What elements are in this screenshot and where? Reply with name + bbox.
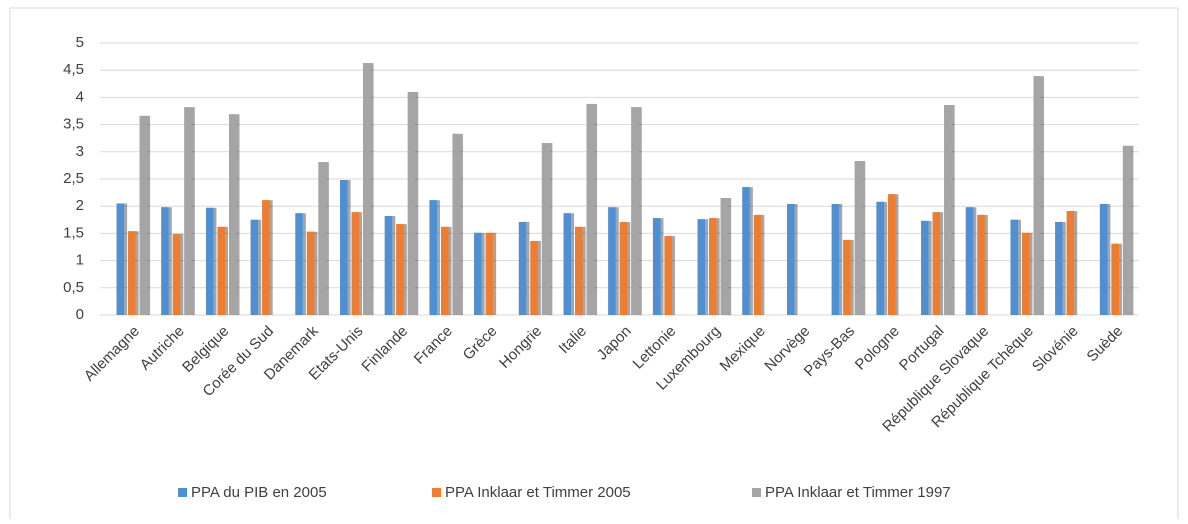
y-tick-label: 2 <box>76 197 84 214</box>
bar-face <box>541 143 550 315</box>
bar-face <box>965 207 974 315</box>
bar-face <box>1033 76 1041 316</box>
legend-swatch <box>178 488 187 497</box>
legend-label: PPA Inklaar et Timmer 2005 <box>445 484 631 501</box>
bar-face <box>753 214 762 315</box>
y-tick-label: 2,5 <box>63 170 84 187</box>
bar-face <box>1010 219 1018 315</box>
bar-face <box>575 226 583 315</box>
bar-face <box>474 232 482 315</box>
legend-label: PPA Inklaar et Timmer 1997 <box>765 484 951 501</box>
y-tick-label: 3,5 <box>63 116 84 133</box>
bar-face <box>608 207 616 315</box>
y-tick-label: 0 <box>76 306 84 323</box>
y-tick-label: 0,5 <box>63 279 84 296</box>
bar-face <box>384 215 393 315</box>
bar-face <box>407 91 416 316</box>
bar-face <box>586 103 594 315</box>
bar-face <box>921 220 929 315</box>
legend-swatch <box>752 488 761 497</box>
y-tick-label: 1,5 <box>63 224 84 241</box>
bar-face <box>250 219 259 315</box>
bar-face <box>887 194 896 315</box>
bar-face <box>184 107 192 315</box>
bar-face <box>161 207 169 315</box>
bar-face <box>116 203 124 315</box>
bar-face <box>631 107 639 315</box>
bar-face <box>518 221 527 315</box>
bar-face <box>318 162 326 315</box>
bar-face <box>306 231 315 315</box>
bar-face <box>172 233 181 315</box>
y-tick-label: 4 <box>76 88 84 105</box>
bar-face <box>944 105 952 316</box>
bar-face <box>295 213 303 315</box>
bar-face <box>664 236 672 315</box>
legend-swatch <box>432 488 441 497</box>
bar-face <box>1099 204 1108 315</box>
bar-face <box>452 133 460 315</box>
bar-face <box>205 207 214 315</box>
bar-face <box>854 161 863 315</box>
bar-face <box>742 187 750 315</box>
bar-face <box>429 200 437 315</box>
bar-face <box>1022 232 1030 315</box>
bar-face <box>351 212 359 315</box>
bar-face <box>485 232 494 315</box>
y-tick-label: 1 <box>76 252 84 269</box>
bar-face <box>363 63 371 316</box>
bar-face <box>530 241 538 315</box>
bar-face <box>697 219 705 315</box>
bar-face <box>709 218 717 315</box>
bar-face <box>1122 145 1131 315</box>
bar-face <box>262 200 270 315</box>
y-tick-label: 4,5 <box>63 61 84 78</box>
bar-face <box>217 226 225 315</box>
bar-face <box>843 239 851 315</box>
bar-face <box>1111 243 1119 315</box>
bar-face <box>831 204 840 315</box>
bar-face <box>228 114 237 315</box>
bar-face <box>720 198 728 315</box>
bar-face <box>440 226 449 315</box>
bar-face <box>139 115 147 316</box>
bar-face <box>396 224 404 315</box>
bar-face <box>1055 221 1063 315</box>
bar-face <box>652 218 661 315</box>
bar-face <box>932 212 940 315</box>
bar-face <box>128 231 136 315</box>
bar-face <box>876 201 884 315</box>
y-tick-label: 3 <box>76 143 84 160</box>
bar-face <box>787 204 795 315</box>
bar-face <box>619 221 628 315</box>
y-tick-label: 5 <box>76 34 84 51</box>
legend-label: PPA du PIB en 2005 <box>191 484 327 501</box>
bar-face <box>1066 211 1075 315</box>
bar-face <box>977 214 985 315</box>
bar-face <box>340 180 348 315</box>
bar-face <box>563 213 571 315</box>
